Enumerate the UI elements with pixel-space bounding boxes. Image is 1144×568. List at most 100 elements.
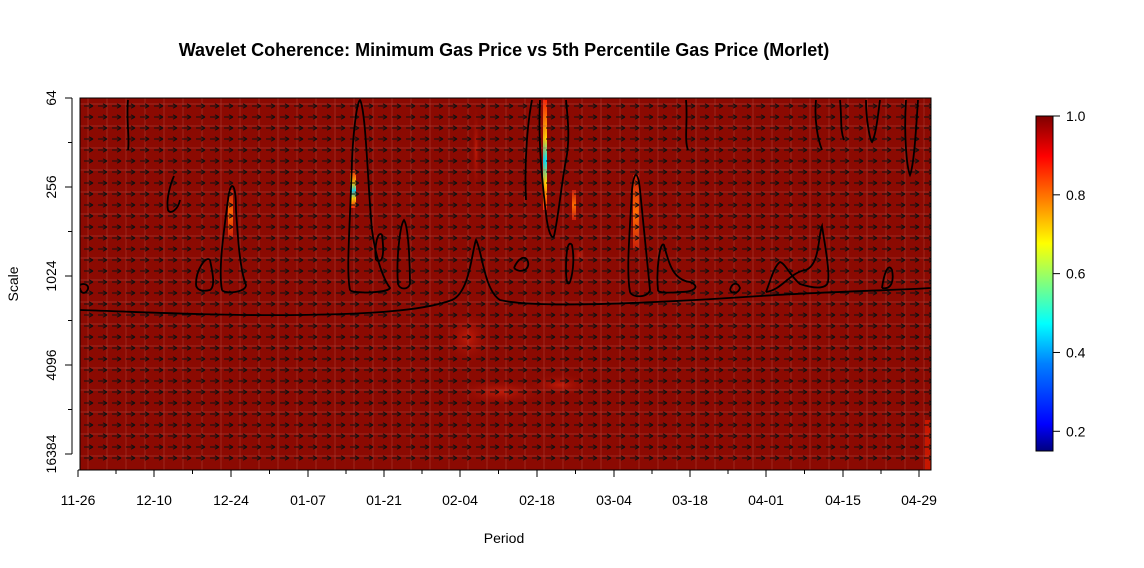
phase-arrow (210, 367, 220, 373)
x-tick-label: 04-29 (901, 492, 937, 508)
phase-arrow (168, 290, 178, 296)
phase-arrow (420, 213, 430, 219)
phase-arrow (756, 312, 766, 318)
phase-arrow (630, 323, 640, 329)
phase-arrow (462, 180, 472, 186)
phase-arrow (812, 224, 822, 230)
phase-arrow (714, 268, 724, 274)
phase-arrow (924, 279, 931, 285)
phase-arrow (742, 257, 752, 263)
phase-arrow (168, 202, 178, 208)
low-coherence-streak (543, 100, 547, 210)
phase-arrow (112, 169, 122, 175)
phase-arrow (406, 301, 416, 307)
phase-arrow (322, 455, 332, 461)
phase-arrow (364, 345, 374, 351)
phase-arrow (294, 235, 304, 241)
phase-arrow (826, 114, 836, 120)
phase-arrow (322, 444, 332, 450)
phase-arrow (504, 191, 514, 197)
phase-arrow (560, 433, 570, 439)
phase-arrow (546, 158, 556, 164)
phase-arrow (182, 213, 192, 219)
phase-arrow (504, 389, 514, 395)
phase-arrow (476, 136, 486, 142)
phase-arrow (266, 169, 276, 175)
phase-arrow (210, 422, 220, 428)
phase-arrow (784, 455, 794, 461)
phase-arrow (280, 400, 290, 406)
phase-arrow (98, 114, 108, 120)
phase-arrow (378, 433, 388, 439)
phase-arrow (742, 367, 752, 373)
phase-arrow (812, 180, 822, 186)
phase-arrow (462, 356, 472, 362)
phase-arrow (658, 136, 668, 142)
phase-arrow (518, 312, 528, 318)
phase-arrow (868, 224, 878, 230)
phase-arrow (280, 378, 290, 384)
phase-arrow (882, 345, 892, 351)
phase-arrow (546, 356, 556, 362)
phase-arrow (812, 356, 822, 362)
phase-arrow (728, 169, 738, 175)
phase-arrow (140, 422, 150, 428)
phase-arrow (868, 301, 878, 307)
phase-arrow (602, 334, 612, 340)
phase-arrow (546, 400, 556, 406)
phase-arrow (154, 136, 164, 142)
phase-arrow (364, 323, 374, 329)
phase-arrow (112, 268, 122, 274)
phase-arrow (854, 268, 864, 274)
phase-arrow (574, 389, 584, 395)
phase-arrow (462, 400, 472, 406)
phase-arrow (644, 444, 654, 450)
phase-arrow (658, 279, 668, 285)
arrow-row (84, 356, 931, 362)
phase-arrow (84, 345, 94, 351)
phase-arrow (840, 367, 850, 373)
phase-arrow (448, 158, 458, 164)
phase-arrow (98, 455, 108, 461)
phase-arrow (518, 334, 528, 340)
phase-arrow (266, 158, 276, 164)
phase-arrow (672, 213, 682, 219)
phase-arrow (840, 301, 850, 307)
phase-arrow (196, 235, 206, 241)
phase-arrow (224, 323, 234, 329)
phase-arrow (574, 136, 584, 142)
arrow-row (84, 378, 931, 384)
phase-arrow (840, 191, 850, 197)
phase-arrow (490, 301, 500, 307)
phase-arrow (532, 389, 542, 395)
phase-arrow (868, 235, 878, 241)
phase-arrow (364, 400, 374, 406)
phase-arrow (350, 323, 360, 329)
significance-contour (126, 99, 181, 213)
phase-arrow (882, 301, 892, 307)
phase-arrow (574, 400, 584, 406)
arrow-row (84, 246, 931, 252)
phase-arrow (308, 169, 318, 175)
phase-arrow (420, 235, 430, 241)
phase-arrow (406, 345, 416, 351)
phase-arrow (756, 180, 766, 186)
phase-arrow (532, 411, 542, 417)
phase-arrow (98, 268, 108, 274)
phase-arrow (154, 422, 164, 428)
phase-arrow (924, 213, 931, 219)
phase-arrow (700, 301, 710, 307)
phase-arrow (336, 411, 346, 417)
phase-arrow (896, 191, 906, 197)
phase-arrow (406, 422, 416, 428)
phase-arrow (756, 191, 766, 197)
phase-arrow (154, 279, 164, 285)
phase-arrow (644, 257, 654, 263)
phase-arrow (140, 180, 150, 186)
phase-arrow (252, 323, 262, 329)
phase-arrow (882, 455, 892, 461)
phase-arrow (378, 224, 388, 230)
phase-arrow (462, 389, 472, 395)
phase-arrow (574, 455, 584, 461)
phase-arrow (812, 411, 822, 417)
